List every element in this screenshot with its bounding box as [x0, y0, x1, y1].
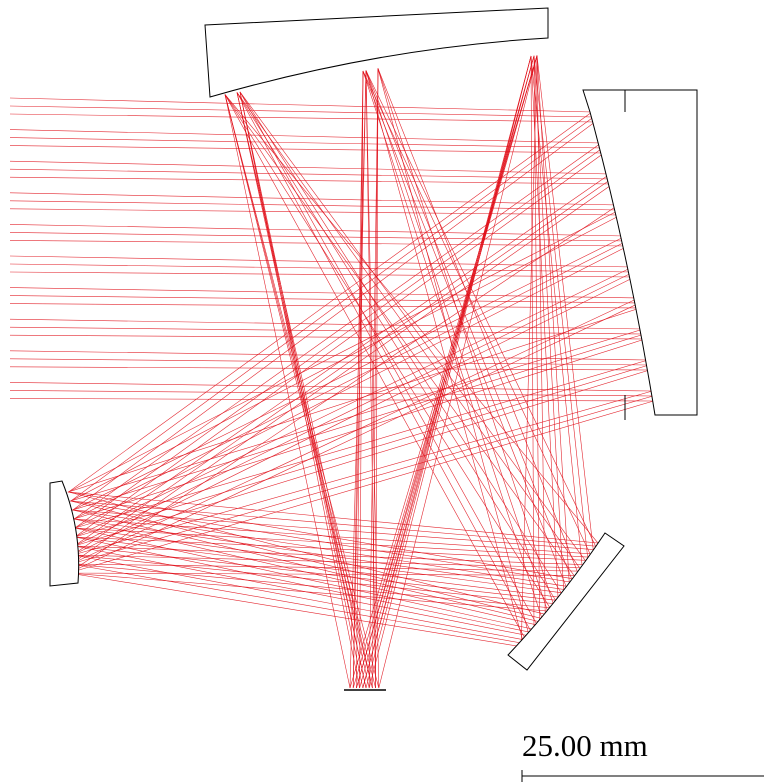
- top-mirror: [205, 8, 548, 97]
- ray: [10, 68, 650, 688]
- ray: [10, 92, 611, 688]
- ray: [10, 92, 645, 688]
- ray: [10, 56, 648, 688]
- ray-bundle: [10, 56, 654, 689]
- left-mirror: [50, 481, 79, 586]
- ray: [10, 92, 634, 688]
- ray: [10, 71, 626, 688]
- ray: [10, 92, 649, 688]
- optical-layout: 25.00 mm: [0, 0, 764, 784]
- scale-label: 25.00 mm: [522, 728, 648, 763]
- ray: [10, 56, 645, 688]
- ray: [10, 71, 644, 688]
- ray: [10, 56, 603, 688]
- right-mirror: [583, 90, 697, 415]
- ray: [10, 56, 610, 688]
- ray: [10, 68, 613, 688]
